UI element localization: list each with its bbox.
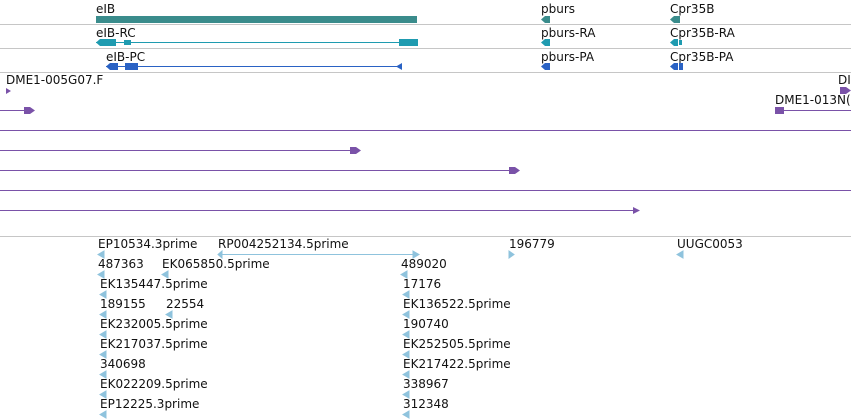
est-glyph bbox=[402, 390, 410, 399]
est-label[interactable]: EK232005.5prime bbox=[100, 317, 208, 331]
est-label[interactable]: 312348 bbox=[403, 397, 449, 411]
est-glyph bbox=[97, 270, 105, 279]
est-glyph bbox=[165, 310, 173, 319]
est-glyph bbox=[99, 310, 107, 319]
est-glyph bbox=[97, 250, 105, 259]
transcript-glyph-eib-rc[interactable] bbox=[96, 39, 418, 46]
clone-glyph[interactable] bbox=[840, 87, 851, 94]
est-label[interactable]: EK022209.5prime bbox=[100, 377, 208, 391]
transcript-label-pburs-ra[interactable]: pburs-RA bbox=[541, 26, 596, 40]
est-label[interactable]: 189155 bbox=[100, 297, 146, 311]
est-glyphs[interactable] bbox=[97, 249, 684, 419]
est-glyph bbox=[402, 410, 410, 419]
gene-label-cpr35b[interactable]: Cpr35B bbox=[670, 2, 715, 16]
est-glyph bbox=[99, 390, 107, 399]
est-glyph bbox=[402, 310, 410, 319]
transcript-label-pburs-pa[interactable]: pburs-PA bbox=[541, 50, 595, 64]
transcript-label-cpr35b-pa[interactable]: Cpr35B-PA bbox=[670, 50, 734, 64]
est-label[interactable]: UUGC0053 bbox=[677, 237, 743, 251]
transcript-label-eib-rc[interactable]: eIB-RC bbox=[96, 26, 136, 40]
est-glyph bbox=[402, 290, 410, 299]
est-label[interactable]: EK135447.5prime bbox=[100, 277, 208, 291]
est-glyph bbox=[99, 290, 107, 299]
est-label[interactable]: EK217037.5prime bbox=[100, 337, 208, 351]
est-label[interactable]: EK065850.5prime bbox=[162, 257, 270, 271]
transcript-label-cpr35b-ra[interactable]: Cpr35B-RA bbox=[670, 26, 735, 40]
transcript-glyph-cpr35b-ra[interactable] bbox=[670, 39, 682, 46]
clone-label-dme1-013n[interactable]: DME1-013N( bbox=[775, 93, 851, 107]
est-glyph bbox=[400, 270, 408, 279]
clone-glyph[interactable] bbox=[6, 88, 11, 94]
est-label[interactable]: 190740 bbox=[403, 317, 449, 331]
est-glyph bbox=[676, 250, 684, 259]
est-label[interactable]: EK217422.5prime bbox=[403, 357, 511, 371]
clone-glyph[interactable] bbox=[0, 147, 361, 154]
gene-label-eib[interactable]: eIB bbox=[96, 2, 116, 16]
est-glyph bbox=[99, 350, 107, 359]
transcript-glyph-eib-pc[interactable] bbox=[106, 63, 402, 70]
est-label[interactable]: EK136522.5prime bbox=[403, 297, 511, 311]
est-label[interactable]: RP004252134.5prime bbox=[218, 237, 349, 251]
est-label[interactable]: 22554 bbox=[166, 297, 205, 311]
est-glyph bbox=[402, 350, 410, 359]
est-glyph bbox=[99, 330, 107, 339]
est-glyph bbox=[99, 370, 107, 379]
est-label[interactable]: 340698 bbox=[100, 357, 146, 371]
clone-glyph[interactable] bbox=[0, 207, 640, 214]
clone-glyph[interactable] bbox=[0, 107, 35, 114]
est-label[interactable]: 487363 bbox=[98, 257, 144, 271]
est-glyph bbox=[402, 370, 410, 379]
transcript-glyph-cpr35b-pa[interactable] bbox=[670, 63, 683, 70]
est-glyph bbox=[508, 250, 515, 259]
clone-label-truncated[interactable]: DI bbox=[838, 73, 851, 87]
gene-bar-cpr35b[interactable] bbox=[670, 16, 680, 23]
est-glyph bbox=[402, 330, 410, 339]
est-glyph bbox=[161, 270, 169, 279]
est-label[interactable]: EP12225.3prime bbox=[100, 397, 200, 411]
clone-label-dme1-005g07[interactable]: DME1-005G07.F bbox=[6, 73, 104, 87]
transcript-label-eib-pc[interactable]: eIB-PC bbox=[106, 50, 146, 64]
clone-glyph[interactable] bbox=[0, 167, 520, 174]
est-label[interactable]: 17176 bbox=[403, 277, 442, 291]
est-label[interactable]: EK252505.5prime bbox=[403, 337, 511, 351]
est-label[interactable]: EP10534.3prime bbox=[98, 237, 198, 251]
gene-bar-eib[interactable] bbox=[96, 16, 417, 23]
est-label[interactable]: 196779 bbox=[509, 237, 555, 251]
gene-label-pburs[interactable]: pburs bbox=[541, 2, 576, 16]
transcript-glyph-pburs-pa[interactable] bbox=[541, 63, 550, 70]
gene-bar-pburs[interactable] bbox=[541, 16, 550, 23]
clone-glyph[interactable] bbox=[775, 107, 851, 114]
transcript-glyph-pburs-ra[interactable] bbox=[541, 39, 550, 46]
est-label[interactable]: 489020 bbox=[401, 257, 447, 271]
est-glyph bbox=[99, 410, 107, 419]
est-label[interactable]: 338967 bbox=[403, 377, 449, 391]
